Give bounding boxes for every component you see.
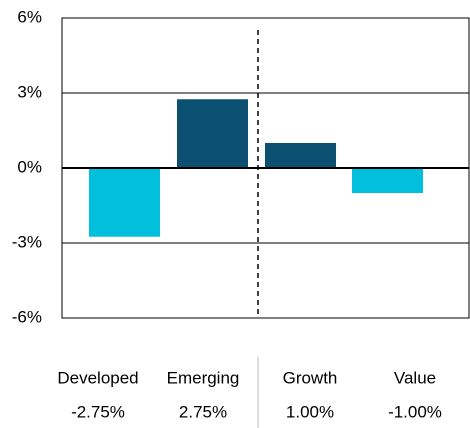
value-label: 2.75% [179,402,227,421]
category-label: Developed [57,368,138,387]
bar [177,99,248,168]
bar [89,168,160,237]
y-tick-label: 3% [17,82,42,101]
bar [352,168,423,193]
value-label: 1.00% [286,402,334,421]
y-tick-label: 0% [17,157,42,176]
bar [265,143,336,168]
y-tick-label: 6% [17,7,42,26]
value-label: -1.00% [388,402,442,421]
category-label: Value [394,368,436,387]
y-tick-label: -3% [12,232,42,251]
category-label: Growth [283,368,338,387]
value-label: -2.75% [71,402,125,421]
y-tick-label: -6% [12,307,42,326]
category-label: Emerging [167,368,240,387]
